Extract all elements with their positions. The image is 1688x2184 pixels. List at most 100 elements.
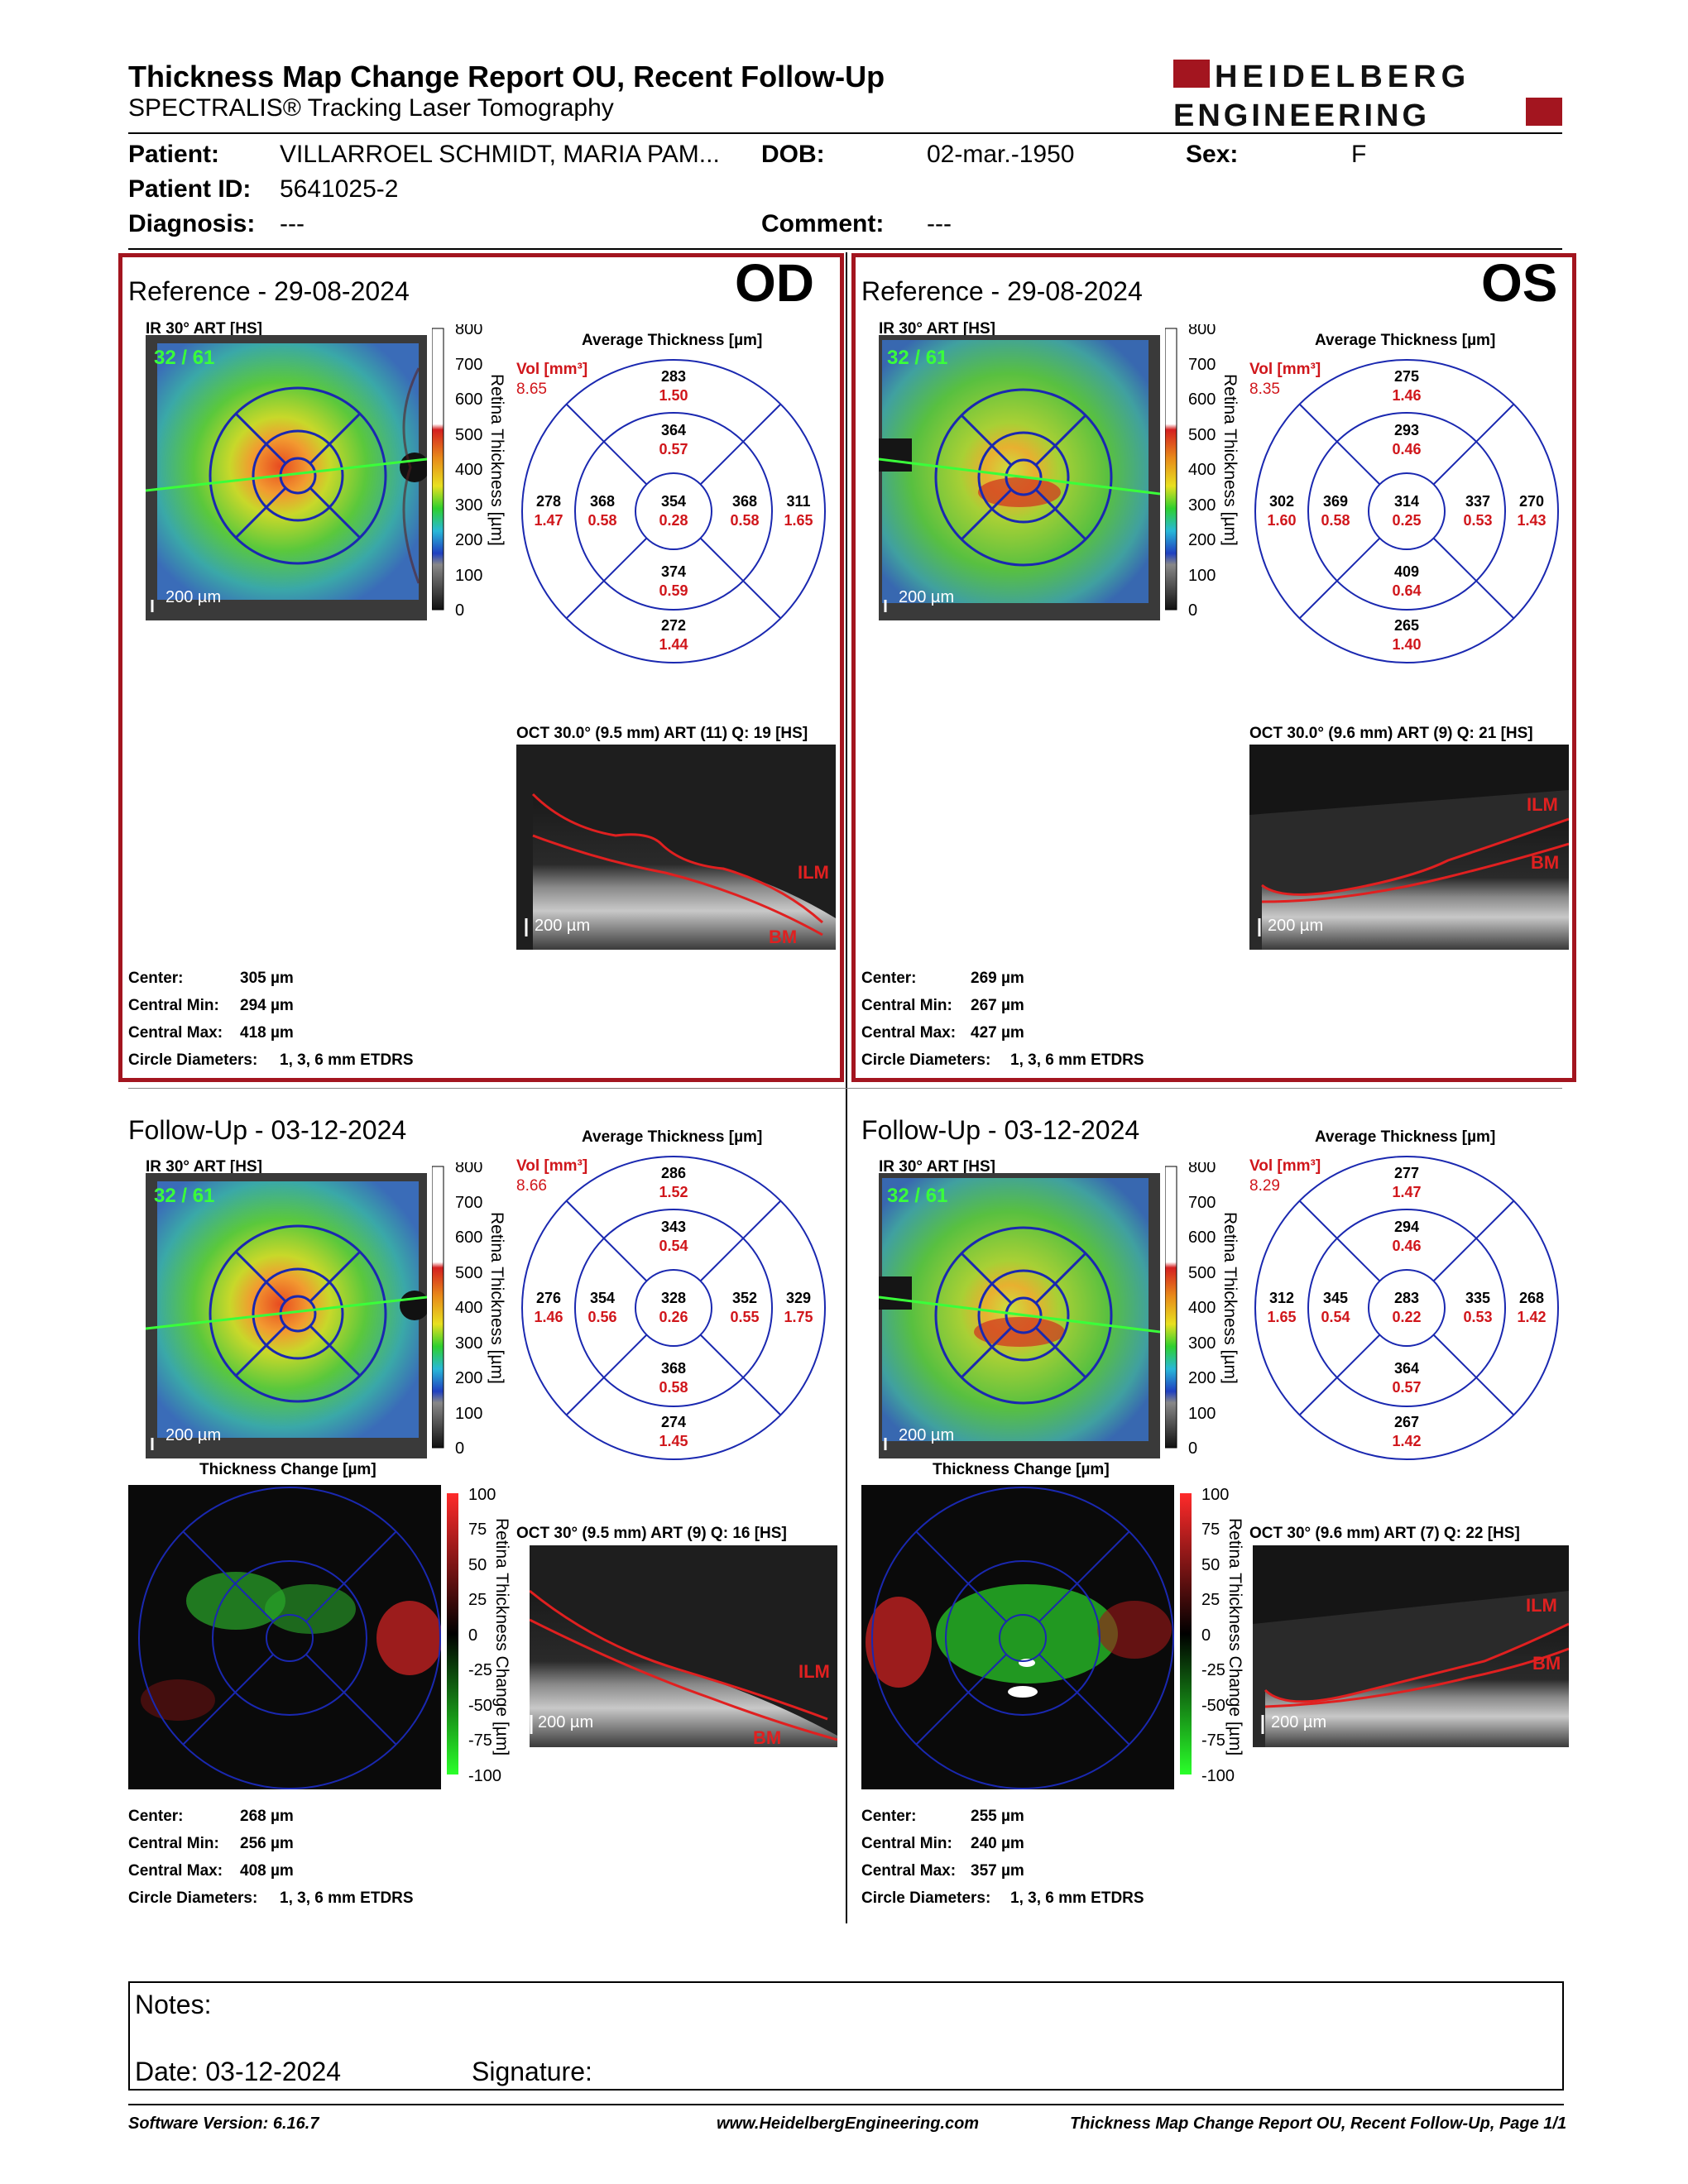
svg-text:0.53: 0.53 [1463,512,1492,529]
svg-text:337: 337 [1465,493,1490,510]
svg-text:0: 0 [455,601,464,620]
svg-text:200 µm: 200 µm [1268,917,1323,935]
os-ref-thickness-colorbar: 800 700 600 500 400 300 200 100 0 Retina Thick… [1165,324,1240,620]
svg-text:ENGINEERING: ENGINEERING [1173,98,1430,131]
svg-text:0.54: 0.54 [1321,1309,1350,1325]
svg-text:272: 272 [661,617,686,634]
os-fu-oct-scan: ILM BM 200 µm [1253,1545,1569,1747]
od-fu-max-value: 408 µm [240,1862,294,1880]
svg-text:75: 75 [1201,1521,1220,1539]
svg-text:800: 800 [455,324,482,338]
svg-text:-25: -25 [1201,1661,1225,1679]
od-fu-oct-scan: ILM BM 200 µm [530,1545,837,1747]
svg-text:200 µm: 200 µm [165,1426,221,1444]
svg-text:700: 700 [1188,1194,1216,1212]
os-fu-center-value: 255 µm [971,1808,1024,1825]
os-fu-diam-value: 1, 3, 6 mm ETDRS [1010,1889,1144,1907]
diagnosis-label: Diagnosis: [128,210,256,237]
os-ref-oct-scan: ILM BM 200 µm [1249,745,1569,950]
svg-text:-75: -75 [468,1731,492,1750]
os-ref-avg-title: Average Thickness [µm] [1315,332,1496,349]
od-ref-vol-label: Vol [mm³] [516,361,588,378]
os-reference-title: Reference - 29-08-2024 [861,276,1143,306]
svg-text:270: 270 [1519,493,1544,510]
svg-text:800: 800 [1188,1162,1216,1176]
software-version: Software Version: 6.16.7 [128,2115,319,2133]
report-subtitle: SPECTRALIS® Tracking Laser Tomography [128,94,614,122]
svg-text:1.40: 1.40 [1392,636,1421,653]
svg-text:500: 500 [1188,426,1216,444]
svg-text:0.64: 0.64 [1392,582,1421,599]
notes-box[interactable] [128,1981,1564,2091]
os-fu-diam-label: Circle Diameters: [861,1889,991,1907]
od-fu-change-title: Thickness Change [µm] [199,1461,376,1478]
os-ref-diam-label: Circle Diameters: [861,1051,991,1069]
svg-text:32 / 61: 32 / 61 [154,347,214,369]
svg-text:600: 600 [455,390,482,409]
os-ref-oct-label: OCT 30.0° (9.6 mm) ART (9) Q: 21 [HS] [1249,725,1533,742]
od-ref-avg-title: Average Thickness [µm] [582,332,763,349]
od-fu-change-map [128,1485,441,1789]
svg-text:Retina Thickness [µm]: Retina Thickness [µm] [1220,374,1240,546]
od-fu-min-label: Central Min: [128,1835,219,1852]
svg-text:335: 335 [1465,1290,1490,1306]
svg-text:200: 200 [1188,1369,1216,1387]
svg-text:ILM: ILM [1526,1595,1557,1616]
os-fu-min-label: Central Min: [861,1835,952,1852]
svg-text:267: 267 [1394,1414,1419,1430]
od-fu-avg-title: Average Thickness [µm] [582,1128,763,1146]
svg-text:0.26: 0.26 [659,1309,688,1325]
svg-text:32 / 61: 32 / 61 [887,347,947,369]
svg-text:200 µm: 200 µm [165,588,221,606]
os-fu-max-value: 357 µm [971,1862,1024,1880]
svg-text:700: 700 [1188,356,1216,374]
svg-text:-25: -25 [468,1661,492,1679]
svg-text:0.57: 0.57 [659,441,688,457]
svg-text:400: 400 [455,461,482,479]
svg-text:1.50: 1.50 [659,387,688,404]
od-ref-vol-value: 8.65 [516,381,547,398]
svg-text:-75: -75 [1201,1731,1225,1750]
svg-text:0: 0 [1188,601,1197,620]
svg-text:278: 278 [536,493,561,510]
svg-text:1.47: 1.47 [534,512,563,529]
svg-text:1.65: 1.65 [784,512,813,529]
od-ref-min-value: 294 µm [240,997,294,1014]
os-ref-diam-value: 1, 3, 6 mm ETDRS [1010,1051,1144,1069]
svg-text:Retina Thickness [µm]: Retina Thickness [µm] [1220,1212,1240,1384]
svg-text:1.44: 1.44 [659,636,688,653]
od-eye-label: OD [735,253,814,313]
svg-text:0.56: 0.56 [587,1309,616,1325]
os-fu-thickness-map: 32 / 61 200 µm [879,1173,1160,1458]
svg-text:400: 400 [455,1299,482,1317]
od-ref-max-value: 418 µm [240,1024,294,1042]
svg-text:0: 0 [1201,1626,1211,1645]
svg-text:369: 369 [1323,493,1348,510]
svg-text:274: 274 [661,1414,686,1430]
svg-text:0.46: 0.46 [1392,1238,1421,1254]
od-ref-diam-label: Circle Diameters: [128,1051,258,1069]
svg-text:368: 368 [590,493,615,510]
svg-text:32 / 61: 32 / 61 [154,1185,214,1207]
svg-text:0.58: 0.58 [659,1379,688,1396]
os-ref-vol-value: 8.35 [1249,381,1280,398]
svg-text:275: 275 [1394,368,1419,385]
os-ref-max-label: Central Max: [861,1024,957,1042]
svg-text:276: 276 [536,1290,561,1306]
od-ref-oct-label: OCT 30.0° (9.5 mm) ART (11) Q: 19 [HS] [516,725,808,742]
os-reference-panel [851,253,1576,1082]
page-footer: Thickness Map Change Report OU, Recent F… [1070,2115,1567,2133]
os-fu-thickness-colorbar: 800 700 600 500 400 300 200 100 0 Retina Thick… [1165,1162,1240,1458]
os-ref-ir-label: IR 30° ART [HS] [879,320,995,338]
svg-text:400: 400 [1188,461,1216,479]
svg-text:-100: -100 [468,1767,501,1785]
website-link[interactable]: www.HeidelbergEngineering.com [717,2115,980,2133]
svg-text:200: 200 [455,1369,482,1387]
svg-text:1.75: 1.75 [784,1309,813,1325]
od-followup-title: Follow-Up - 03-12-2024 [128,1115,407,1145]
svg-text:0.58: 0.58 [587,512,616,529]
os-eye-label: OS [1481,253,1558,313]
od-fu-max-label: Central Max: [128,1862,223,1880]
os-ref-center-value: 269 µm [971,970,1024,987]
od-fu-change-colorbar: 100 75 50 25 0 -25 -50 -75 -100 Retina Thickne… [447,1486,511,1785]
